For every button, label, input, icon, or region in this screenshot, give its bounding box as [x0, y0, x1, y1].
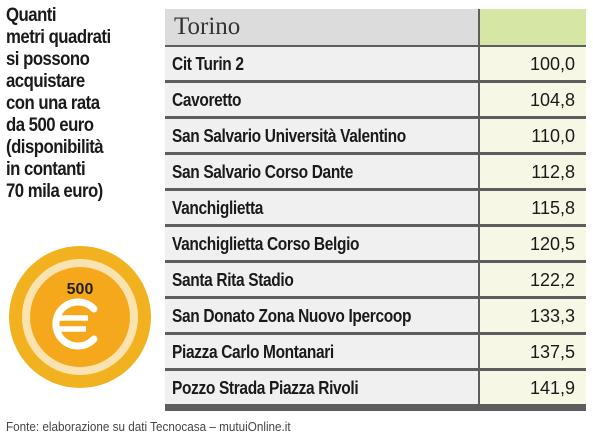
headline-line: metri quadrati [6, 26, 111, 48]
row-value-cell: 137,5 [480, 335, 586, 368]
row-value: 133,3 [529, 306, 575, 326]
table-header-name-cell: Torino [165, 9, 478, 45]
source-note: Fonte: elaborazione su dati Tecnocasa – … [6, 419, 291, 434]
headline-line: acquistare [6, 70, 85, 92]
row-value: 137,5 [529, 342, 575, 362]
euro-symbol-icon [52, 298, 98, 350]
row-value: 112,8 [531, 162, 575, 182]
row-value-cell: 122,2 [480, 263, 586, 296]
row-name-cell: Santa Rita Stadio [165, 263, 478, 296]
row-value: 104,8 [529, 90, 575, 110]
headline-line: si possono [6, 48, 90, 70]
row-name: Cit Turin 2 [172, 54, 244, 74]
table-row: Piazza Carlo Montanari 137,5 [165, 335, 586, 368]
row-value-cell: 133,3 [480, 299, 586, 332]
table-header: Torino [165, 9, 586, 45]
headline-line: Quanti [6, 4, 57, 26]
table-row: San Salvario Università Valentino 110,0 [165, 119, 586, 152]
row-value-cell: 100,0 [480, 47, 586, 80]
row-name: Pozzo Strada Piazza Rivoli [172, 378, 359, 398]
headline: Quanti metri quadrati si possono acquist… [6, 4, 135, 202]
headline-line: 70 mila euro) [6, 180, 103, 202]
headline-line: (disponibilità [6, 136, 104, 158]
row-value-cell: 120,5 [480, 227, 586, 260]
table-header-value-cell [480, 9, 586, 45]
table-row: Vanchiglietta Corso Belgio 120,5 [165, 227, 586, 260]
row-name: San Donato Zona Nuovo Ipercoop [172, 306, 412, 326]
row-name-cell: San Donato Zona Nuovo Ipercoop [165, 299, 478, 332]
table-row: San Donato Zona Nuovo Ipercoop 133,3 [165, 299, 586, 332]
row-name-cell: Vanchiglietta [165, 191, 478, 224]
row-name-cell: Vanchiglietta Corso Belgio [165, 227, 478, 260]
row-value: 110,0 [531, 126, 575, 146]
row-name: San Salvario Corso Dante [172, 162, 354, 182]
row-value: 141,9 [529, 378, 575, 398]
row-value-cell: 104,8 [480, 83, 586, 116]
row-name-cell: San Salvario Università Valentino [165, 119, 478, 152]
row-name-cell: Pozzo Strada Piazza Rivoli [165, 371, 478, 404]
row-value: 115,8 [531, 198, 575, 218]
headline-line: da 500 euro [6, 114, 94, 136]
table-title: Torino [174, 13, 241, 40]
row-value: 120,5 [529, 234, 575, 254]
row-value: 122,2 [529, 270, 575, 290]
row-value-cell: 110,0 [480, 119, 586, 152]
euro-coin-icon: 500 [9, 246, 151, 388]
row-value-cell: 115,8 [480, 191, 586, 224]
table-row: Santa Rita Stadio 122,2 [165, 263, 586, 296]
row-name: Cavoretto [172, 90, 242, 110]
table-row: Pozzo Strada Piazza Rivoli 141,9 [165, 371, 586, 404]
row-name: Santa Rita Stadio [172, 270, 294, 290]
coin-value: 500 [67, 281, 94, 298]
row-name: Vanchiglietta Corso Belgio [172, 234, 360, 254]
row-value-cell: 112,8 [480, 155, 586, 188]
table-row: Vanchiglietta 115,8 [165, 191, 586, 224]
table-row: Cit Turin 2 100,0 [165, 47, 586, 80]
table-row: Cavoretto 104,8 [165, 83, 586, 116]
row-value-cell: 141,9 [480, 371, 586, 404]
price-table: Torino Cit Turin 2 100,0 Cavoretto 104,8… [165, 9, 586, 411]
headline-line: con una rata [6, 92, 100, 114]
row-name: San Salvario Università Valentino [172, 126, 406, 146]
headline-line: in contanti [6, 158, 86, 180]
row-value: 100,0 [529, 54, 575, 74]
row-name-cell: San Salvario Corso Dante [165, 155, 478, 188]
row-name: Vanchiglietta [172, 198, 264, 218]
row-name-cell: Cavoretto [165, 83, 478, 116]
row-name-cell: Piazza Carlo Montanari [165, 335, 478, 368]
table-row: San Salvario Corso Dante 112,8 [165, 155, 586, 188]
row-name-cell: Cit Turin 2 [165, 47, 478, 80]
row-name: Piazza Carlo Montanari [172, 342, 334, 362]
